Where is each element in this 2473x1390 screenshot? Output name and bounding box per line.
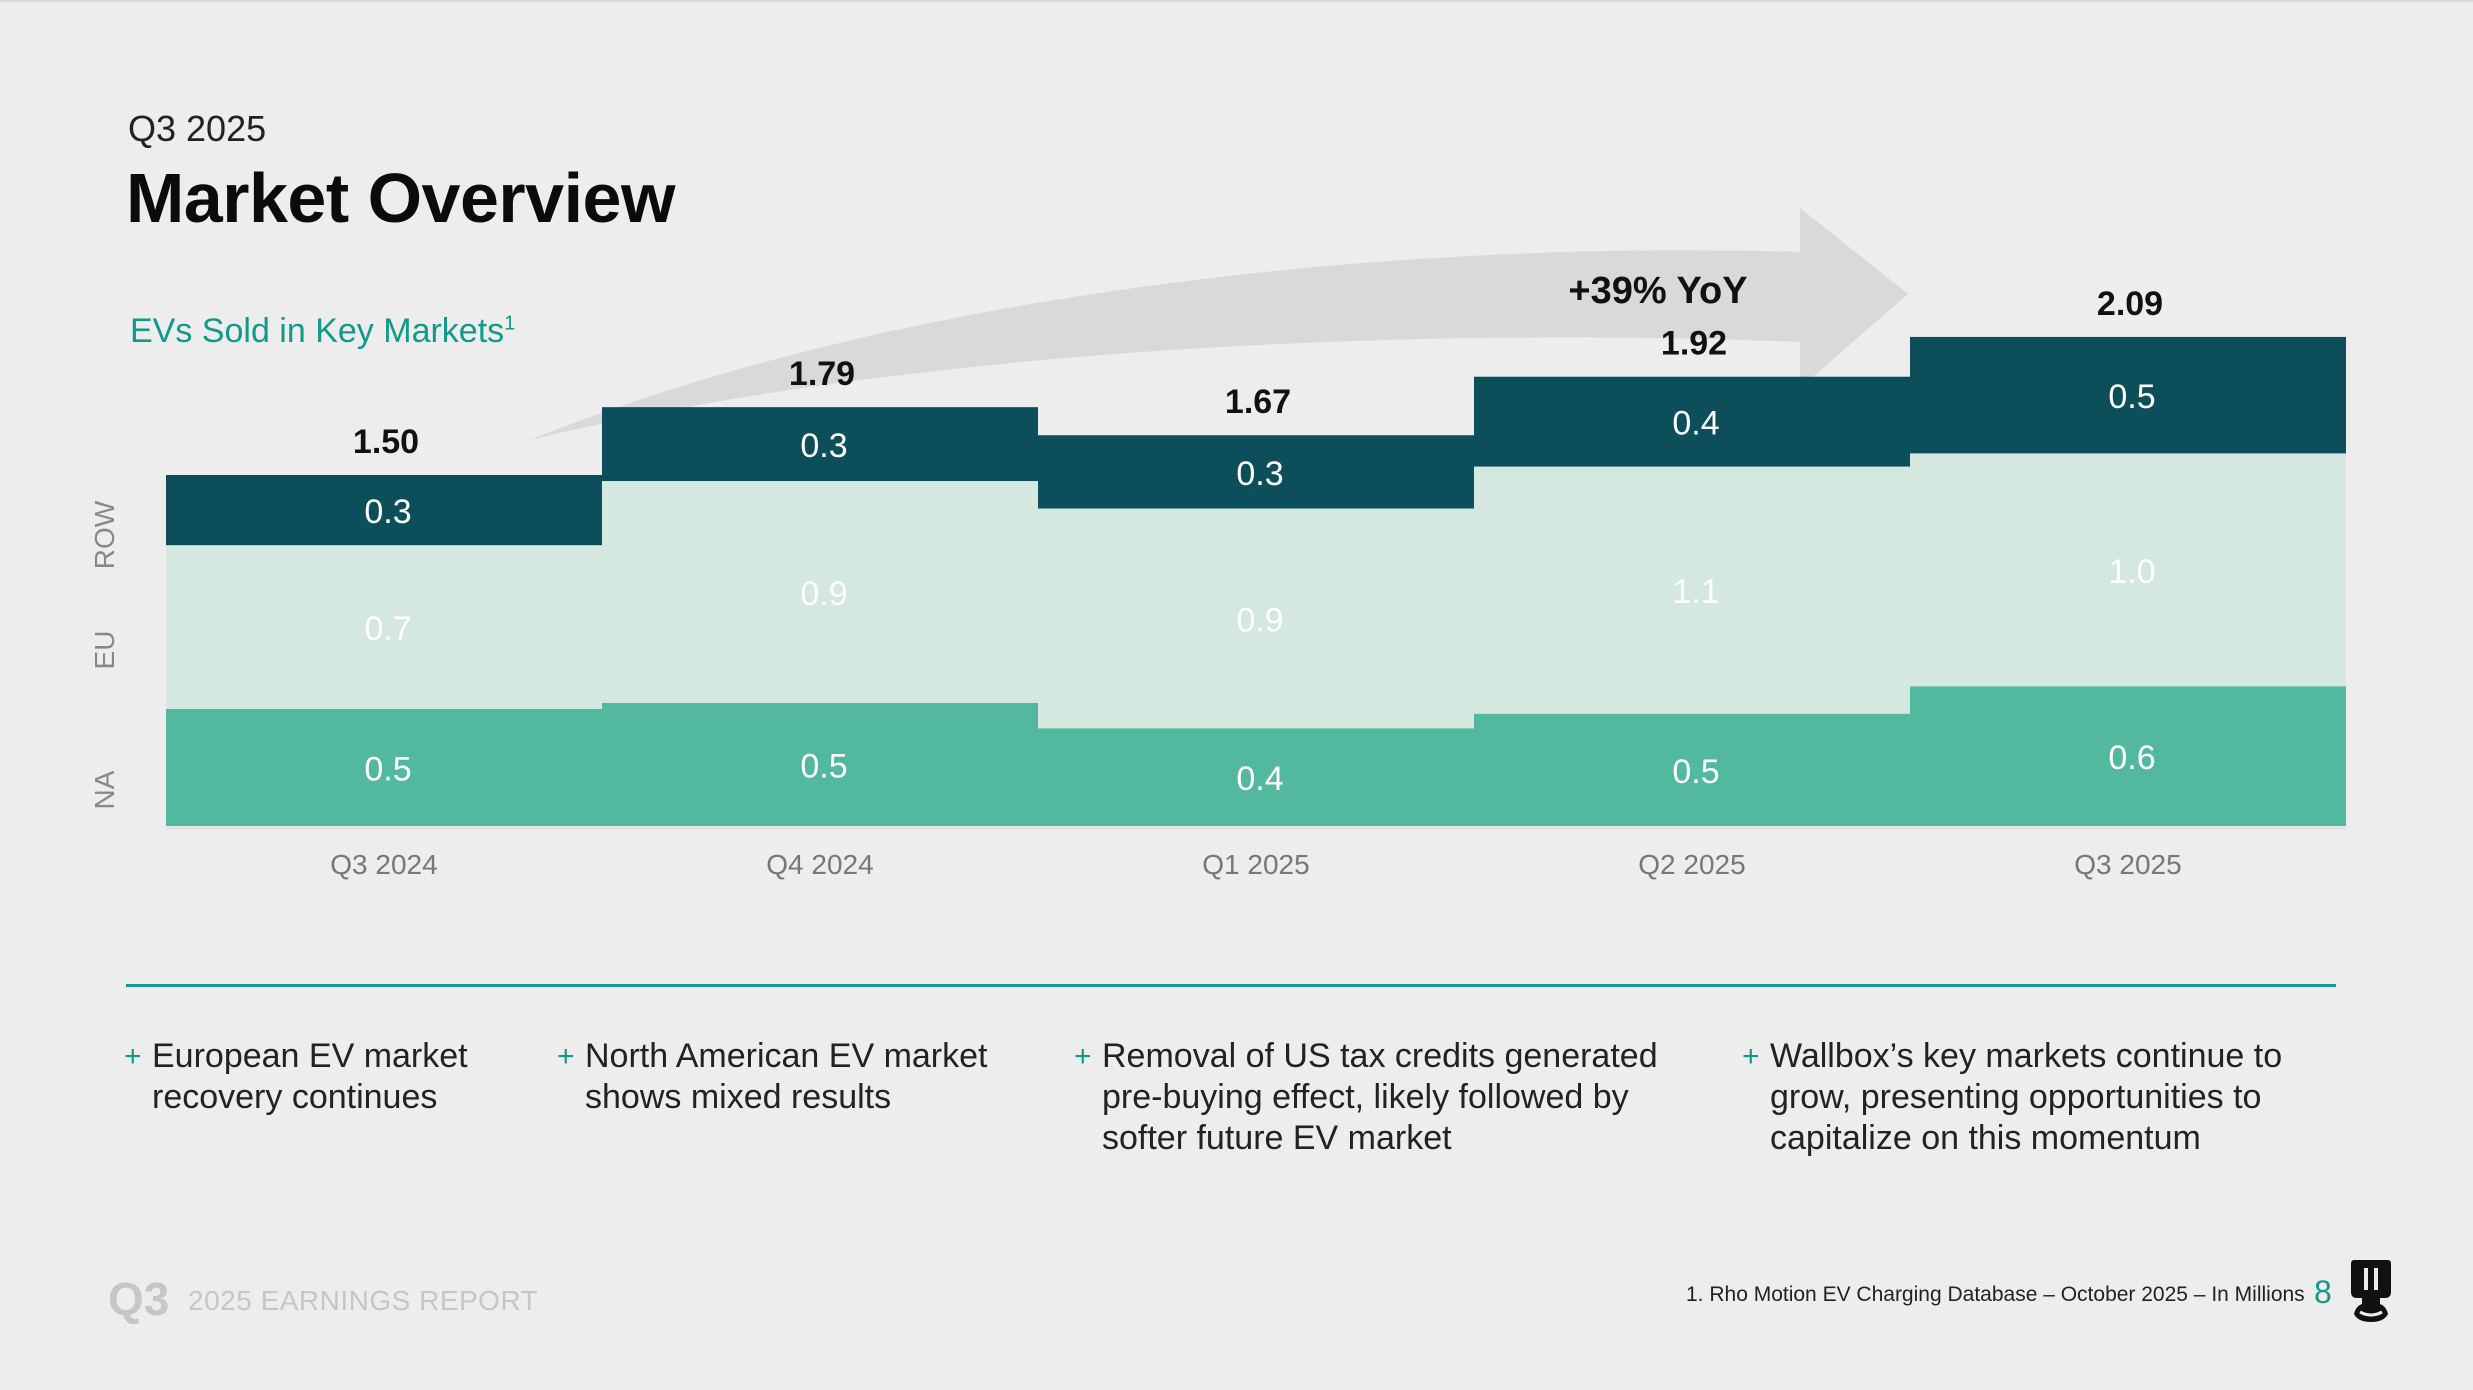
value-label-eu-1: 0.7 (364, 610, 411, 648)
footer-q3-mark: Q3 (108, 1273, 170, 1325)
bar-eu-2 (602, 481, 1038, 703)
value-label-row-2: 0.3 (800, 427, 847, 465)
bar-eu-3 (1038, 508, 1474, 729)
legend-eu: EU (89, 631, 120, 670)
footer-report-label: 2025 EARNINGS REPORT (188, 1285, 539, 1316)
plus-icon: + (557, 1040, 575, 1073)
bullet-text: Removal of US tax credits generated pre-… (1102, 1037, 1658, 1157)
bar-na-4 (1474, 713, 1910, 826)
bullet-text: Wallbox’s key markets continue to grow, … (1770, 1037, 2283, 1157)
plus-icon: + (1074, 1040, 1092, 1073)
value-label-row-1: 0.3 (364, 493, 411, 531)
bar-na-1 (166, 709, 602, 826)
value-label-row-4: 0.4 (1672, 405, 1719, 443)
x-tick-label: Q2 2025 (1638, 849, 1745, 880)
bar-row-5 (1910, 336, 2346, 454)
footnote-marker: 1 (504, 312, 516, 335)
value-label-eu-3: 0.9 (1236, 601, 1283, 639)
total-label-4: 1.92 (1661, 325, 1727, 363)
total-label-5: 2.09 (2097, 285, 2163, 323)
bullet-item: + Removal of US tax credits generated pr… (1074, 1036, 1658, 1159)
x-tick-label: Q1 2025 (1202, 849, 1309, 880)
yoy-annotation: +39% YoY (1568, 270, 1747, 312)
bar-row-2 (602, 407, 1038, 482)
value-label-eu-5: 1.0 (2108, 553, 2155, 591)
legend-na: NA (89, 770, 120, 809)
page-number: 8 (2314, 1274, 2332, 1310)
bar-group: 0.5 0.7 0.3 1.50 0.5 0.9 0.3 1.79 0.4 0.9 0.3 1.67 0… (166, 285, 2346, 826)
value-label-eu-2: 0.9 (800, 575, 847, 613)
value-label-na-1: 0.5 (364, 751, 411, 789)
bar-eu-4 (1474, 466, 1910, 714)
source-footnote: 1. Rho Motion EV Charging Database – Oct… (1686, 1283, 2305, 1306)
total-label-1: 1.50 (353, 423, 419, 461)
value-label-na-4: 0.5 (1672, 753, 1719, 791)
bar-na-2 (602, 702, 1038, 826)
bullet-item: + Wallbox’s key markets continue to grow… (1742, 1036, 2283, 1159)
wallbox-logo-icon (2351, 1260, 2391, 1322)
total-label-3: 1.67 (1225, 383, 1291, 421)
plus-icon: + (124, 1040, 142, 1073)
value-label-na-3: 0.4 (1236, 760, 1283, 798)
bullet-item: + North American EV market shows mixed r… (557, 1036, 988, 1118)
bullet-text: European EV market recovery continues (152, 1037, 468, 1116)
chart-subtitle: EVs Sold in Key Markets1 (130, 312, 515, 351)
x-tick-label: Q4 2024 (766, 849, 873, 880)
bullet-text: North American EV market shows mixed res… (585, 1037, 988, 1116)
growth-arrow (530, 208, 1908, 440)
period-kicker: Q3 2025 (128, 108, 267, 149)
value-label-row-3: 0.3 (1236, 455, 1283, 493)
page-title: Market Overview (126, 159, 675, 237)
top-border (0, 0, 2473, 2)
x-tick-label: Q3 2024 (330, 849, 437, 880)
value-label-na-5: 0.6 (2108, 739, 2155, 777)
bar-na-3 (1038, 728, 1474, 826)
section-divider (126, 984, 2336, 987)
bar-row-3 (1038, 435, 1474, 509)
bar-row-1 (166, 475, 602, 546)
bar-row-4 (1474, 376, 1910, 467)
chart-subtitle-text: EVs Sold in Key Markets (130, 312, 505, 350)
x-tick-labels: Q3 2024 Q4 2024 Q1 2025 Q2 2025 Q3 2025 (330, 849, 2181, 880)
bar-eu-5 (1910, 453, 2346, 687)
bar-eu-1 (166, 545, 602, 709)
bar-na-5 (1910, 686, 2346, 826)
value-label-na-2: 0.5 (800, 747, 847, 785)
value-label-eu-4: 1.1 (1672, 573, 1719, 611)
x-tick-label: Q3 2025 (2074, 849, 2181, 880)
value-label-row-5: 0.5 (2108, 378, 2155, 416)
bullet-item: + European EV market recovery continues (124, 1036, 468, 1118)
legend: NA EU ROW (89, 500, 120, 809)
plus-icon: + (1742, 1040, 1760, 1073)
ev-sales-chart: +39% YoY 0.50.70.31.500.50.90.31.790.40.… (89, 208, 2346, 880)
total-label-2: 1.79 (789, 355, 855, 393)
legend-row: ROW (89, 500, 120, 569)
